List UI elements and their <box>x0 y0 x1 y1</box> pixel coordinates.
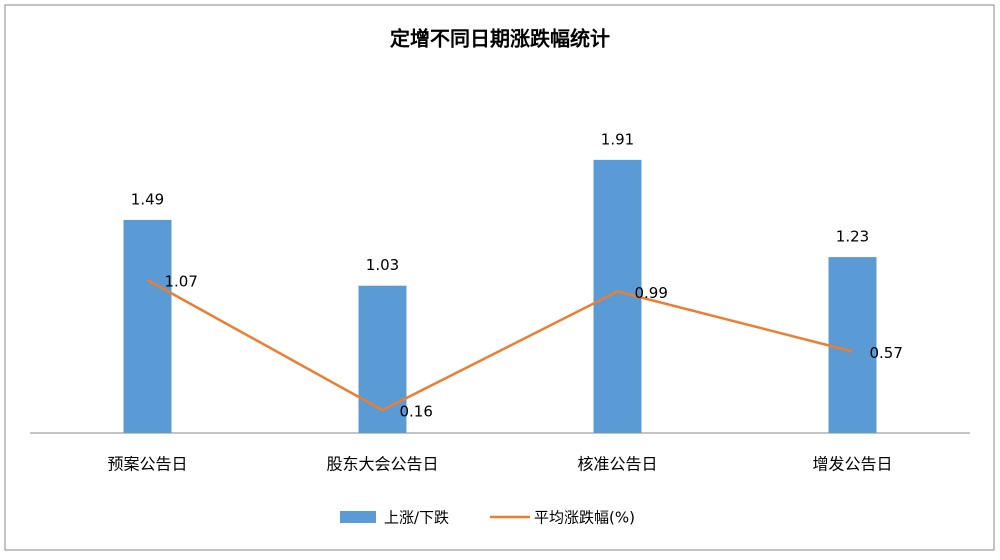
data-label: 0.99 <box>635 284 668 302</box>
data-label: 1.49 <box>131 190 164 208</box>
data-label: 0.16 <box>400 403 433 421</box>
data-label: 1.07 <box>165 272 198 290</box>
x-tick-label: 股东大会公告日 <box>326 455 438 474</box>
data-label: 1.03 <box>366 256 399 274</box>
legend-swatch <box>340 511 376 523</box>
legend-label: 上涨/下跌 <box>384 509 449 527</box>
chart-title: 定增不同日期涨跌幅统计 <box>390 27 610 51</box>
x-tick-label: 预案公告日 <box>107 455 187 474</box>
data-label: 1.23 <box>836 228 869 246</box>
data-label: 0.57 <box>870 344 903 362</box>
line <box>146 278 853 412</box>
legend-label: 平均涨跌幅(%) <box>534 509 635 527</box>
data-label: 1.91 <box>601 130 634 148</box>
bar <box>123 219 172 433</box>
bar <box>828 257 877 433</box>
x-tick-label: 增发公告日 <box>812 455 892 474</box>
x-tick-label: 核准公告日 <box>577 455 657 474</box>
bar <box>358 285 407 433</box>
